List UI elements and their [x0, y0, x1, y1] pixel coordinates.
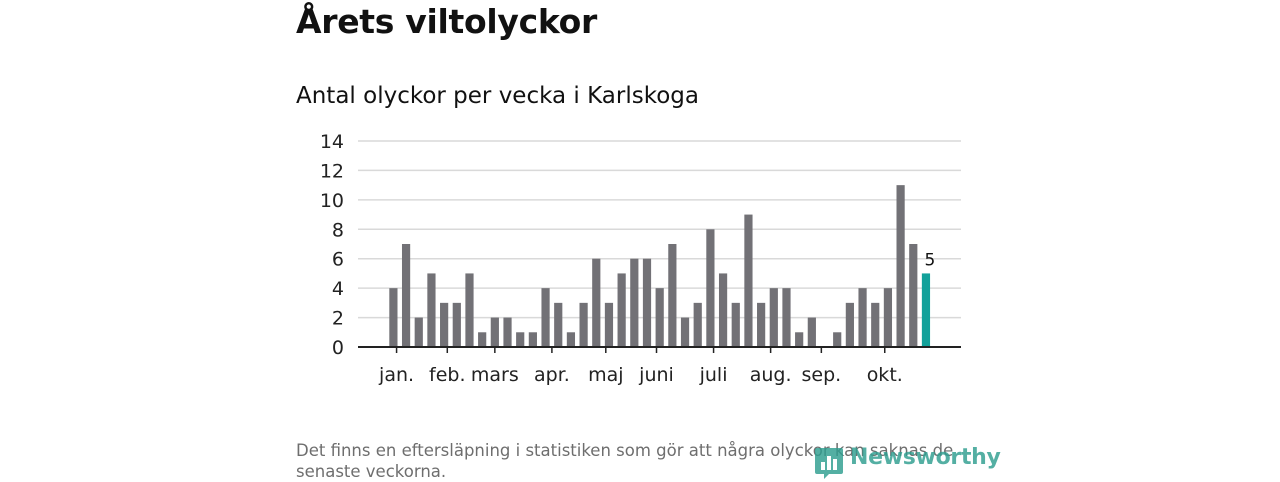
x-tick-label: juli [699, 364, 728, 386]
bar [630, 258, 639, 347]
bar [566, 332, 576, 347]
bar [693, 302, 702, 347]
x-tick-label: apr. [534, 364, 570, 386]
bar [833, 332, 842, 347]
bar [414, 317, 423, 347]
y-tick-label: 12 [320, 160, 344, 182]
bar [503, 317, 512, 347]
bar [452, 302, 461, 347]
y-tick-label: 14 [320, 131, 344, 153]
bar [744, 214, 753, 347]
bar-chart-logo-icon [815, 448, 843, 479]
y-tick-label: 8 [332, 219, 344, 241]
bar [592, 258, 601, 347]
bar [478, 332, 487, 347]
chart-subtitle: Antal olyckor per vecka i Karlskoga [296, 83, 699, 109]
bar [858, 288, 867, 347]
bar [909, 244, 918, 347]
x-tick-label: juni [638, 364, 674, 386]
bar [541, 288, 550, 347]
bar [883, 288, 893, 347]
bar [680, 317, 690, 347]
x-tick-label: aug. [750, 364, 792, 386]
bar [516, 332, 525, 347]
bar [871, 302, 880, 347]
y-tick-label: 6 [332, 249, 344, 271]
x-tick-label: okt. [867, 364, 903, 386]
x-tick-label: jan. [378, 364, 414, 386]
bar [782, 288, 791, 347]
bar [642, 258, 652, 347]
logo-text: Newsworthy [850, 445, 1001, 470]
x-tick-label: maj [588, 364, 623, 386]
bar [845, 302, 854, 347]
y-tick-label: 2 [332, 308, 344, 330]
bar [807, 317, 816, 347]
x-axis-month-labels: jan. feb. mars apr. maj juni juli aug. sep. okt. [378, 347, 903, 386]
latest-value-label: 5 [925, 250, 936, 270]
chart-title: Årets viltolyckor [296, 2, 597, 41]
bar [604, 302, 614, 347]
y-tick-label: 4 [332, 278, 344, 300]
bar [718, 273, 728, 347]
x-tick-label: sep. [801, 364, 841, 386]
bar [668, 244, 677, 347]
bar-latest-week [921, 273, 931, 347]
bar-chart: 0 2 4 6 8 10 12 14 5 jan. feb. mars apr. maj juni jul… [320, 131, 961, 386]
bar [440, 302, 449, 347]
bar [757, 302, 766, 347]
newsworthy-logo[interactable]: Newsworthy [815, 444, 1001, 480]
bar [389, 288, 398, 347]
bar [427, 273, 436, 347]
bar [731, 302, 740, 347]
bar [655, 288, 664, 347]
bar [896, 185, 905, 347]
bar [617, 273, 626, 347]
bar [769, 288, 778, 347]
x-tick-label: feb. [429, 364, 465, 386]
bar [401, 244, 411, 347]
bar [554, 302, 563, 347]
footnote: Det finns en eftersläpning i statistiken… [296, 441, 954, 481]
bar [706, 229, 715, 347]
bar [465, 273, 474, 347]
x-tick-label: mars [471, 364, 519, 386]
y-tick-label: 10 [320, 190, 344, 212]
bar [490, 317, 499, 347]
bar [528, 332, 537, 347]
y-axis-ticks: 0 2 4 6 8 10 12 14 [320, 131, 344, 359]
y-tick-label: 0 [332, 337, 344, 359]
bar [795, 332, 804, 347]
bar [579, 302, 588, 347]
bars: 5 [389, 185, 935, 347]
